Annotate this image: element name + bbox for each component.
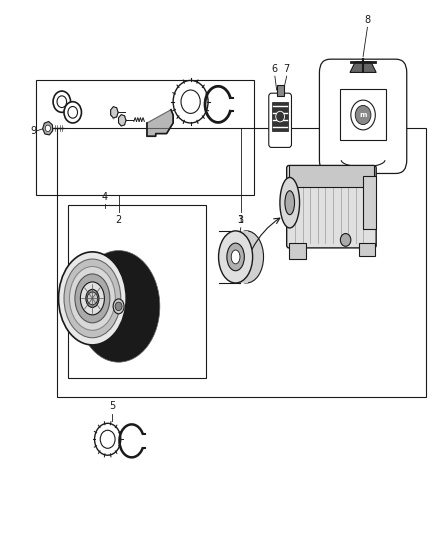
Ellipse shape — [101, 282, 136, 330]
Bar — [289, 243, 306, 259]
Circle shape — [100, 430, 115, 448]
Ellipse shape — [81, 282, 104, 315]
Ellipse shape — [219, 231, 253, 283]
Ellipse shape — [107, 290, 131, 322]
Text: 9: 9 — [30, 126, 36, 136]
Text: 4: 4 — [102, 192, 108, 201]
Polygon shape — [350, 62, 376, 72]
Bar — [359, 243, 375, 256]
Polygon shape — [42, 122, 53, 135]
Circle shape — [87, 292, 98, 305]
Ellipse shape — [227, 243, 244, 271]
Text: 3: 3 — [238, 215, 244, 225]
Ellipse shape — [113, 299, 124, 314]
Bar — [272, 102, 288, 131]
FancyBboxPatch shape — [269, 93, 291, 148]
Ellipse shape — [231, 250, 240, 264]
Ellipse shape — [64, 259, 121, 338]
Bar — [57, 128, 426, 397]
Ellipse shape — [83, 259, 154, 354]
Bar — [277, 85, 284, 96]
Text: 6: 6 — [272, 64, 278, 74]
Ellipse shape — [285, 191, 294, 215]
Text: 1: 1 — [238, 215, 244, 225]
Text: 5: 5 — [109, 401, 115, 411]
Ellipse shape — [230, 231, 264, 283]
Circle shape — [68, 107, 78, 118]
FancyBboxPatch shape — [287, 165, 376, 248]
Bar — [68, 205, 206, 378]
Ellipse shape — [70, 266, 115, 330]
Polygon shape — [147, 110, 173, 136]
Polygon shape — [111, 107, 118, 118]
Circle shape — [53, 91, 71, 112]
Circle shape — [340, 233, 351, 246]
Bar — [363, 176, 376, 229]
Ellipse shape — [89, 266, 148, 346]
Ellipse shape — [59, 252, 126, 345]
Circle shape — [355, 106, 371, 125]
Polygon shape — [119, 115, 126, 126]
Text: 7: 7 — [283, 64, 290, 74]
Bar — [231, 231, 248, 283]
Ellipse shape — [86, 289, 99, 308]
Text: 2: 2 — [116, 215, 122, 225]
Bar — [340, 90, 386, 140]
Circle shape — [276, 111, 285, 122]
Circle shape — [115, 302, 122, 311]
FancyBboxPatch shape — [319, 59, 407, 173]
Bar — [289, 165, 374, 187]
Circle shape — [181, 90, 200, 114]
Circle shape — [173, 80, 208, 123]
Circle shape — [351, 100, 375, 130]
Bar — [35, 80, 254, 195]
Circle shape — [95, 423, 121, 455]
Circle shape — [64, 102, 81, 123]
Circle shape — [45, 125, 50, 132]
Text: 8: 8 — [364, 15, 371, 25]
Ellipse shape — [95, 274, 142, 338]
Ellipse shape — [280, 177, 300, 228]
Circle shape — [57, 96, 67, 108]
Text: m: m — [360, 112, 367, 118]
Ellipse shape — [75, 274, 110, 323]
Ellipse shape — [78, 251, 160, 362]
